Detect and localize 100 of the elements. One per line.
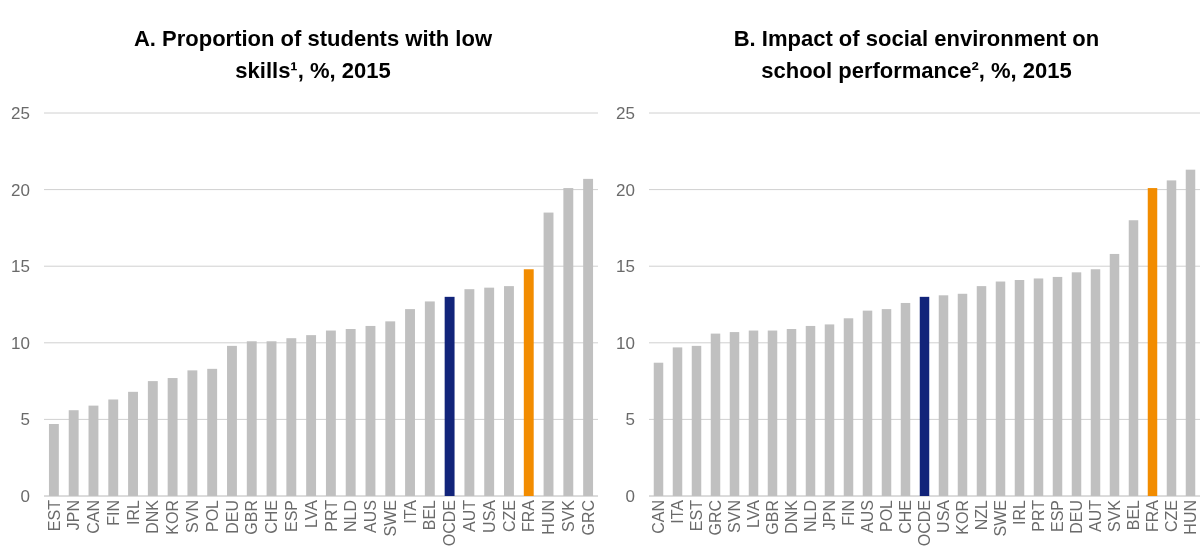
x-tick-label: DNK (783, 499, 801, 534)
bar (88, 405, 99, 496)
x-tick-label: FRA (1144, 499, 1162, 532)
x-tick-label: SVK (559, 499, 577, 533)
bar (1014, 279, 1025, 496)
bar (881, 309, 892, 496)
bar (748, 330, 759, 496)
bar (843, 318, 854, 496)
x-tick-label: FIN (104, 500, 122, 526)
x-tick-label: USA (935, 499, 953, 533)
bar (345, 329, 356, 496)
x-tick-label: NZL (973, 499, 991, 531)
bar (710, 333, 721, 496)
x-tick-label: NLD (342, 500, 360, 533)
y-tick-label: 20 (11, 180, 30, 200)
bar (108, 399, 119, 496)
y-tick-label: 25 (11, 103, 30, 123)
x-tick-label: POL (203, 499, 221, 533)
bar (672, 347, 683, 496)
y-tick-label: 0 (625, 486, 635, 506)
bar (938, 295, 949, 496)
x-tick-label: JPN (65, 500, 83, 531)
x-tick-label: CAN (650, 500, 668, 534)
bar (805, 325, 816, 496)
bar (385, 321, 396, 496)
bar (187, 370, 198, 496)
x-tick-label: CZE (1163, 500, 1181, 532)
x-tick-label: SVK (1106, 499, 1124, 533)
bar (365, 325, 376, 496)
x-tick-label: CHE (263, 500, 281, 534)
x-tick-label: AUT (460, 499, 478, 532)
x-tick-label: GBR (764, 500, 782, 535)
x-tick-label: OCDE (916, 500, 934, 547)
x-tick-label: CAN (85, 500, 103, 534)
x-tick-label: GRC (579, 500, 597, 536)
x-tick-label: SVN (726, 500, 744, 533)
x-tick-label: NLD (802, 500, 820, 533)
x-tick-label: FIN (840, 500, 858, 526)
x-tick-label: IRL (1011, 499, 1029, 525)
bar (1071, 272, 1082, 496)
bar (147, 381, 158, 496)
y-tick-label: 20 (616, 180, 635, 200)
y-tick-label: 15 (616, 257, 635, 277)
bar (68, 410, 79, 496)
x-tick-label: GBR (243, 500, 261, 535)
x-tick-label: SWE (992, 500, 1010, 537)
bar (824, 324, 835, 496)
x-tick-label: DEU (223, 500, 241, 534)
x-tick-label: PRT (322, 499, 340, 532)
x-tick-label: ESP (282, 500, 300, 533)
x-tick-label: FRA (520, 499, 538, 532)
x-tick-label: OCDE (441, 500, 459, 547)
x-tick-label: CZE (500, 500, 518, 532)
bar (167, 378, 178, 496)
bar (48, 424, 59, 496)
y-tick-label: 15 (11, 257, 30, 277)
bar (266, 341, 277, 496)
x-tick-label: KOR (164, 500, 182, 535)
x-tick-label: DNK (144, 499, 162, 534)
bar (325, 330, 336, 496)
bar (1166, 180, 1177, 496)
x-tick-label: POL (878, 499, 896, 533)
x-tick-label: CHE (897, 500, 915, 534)
bar (523, 269, 534, 496)
bar (207, 368, 218, 496)
x-tick-label: BEL (1125, 499, 1143, 531)
x-tick-label: USA (480, 499, 498, 533)
x-tick-label: IRL (124, 499, 142, 525)
x-tick-label: AUS (859, 500, 877, 533)
x-tick-label: ESP (1049, 500, 1067, 533)
bar (128, 391, 138, 496)
x-tick-label: AUS (362, 500, 380, 533)
bar (1052, 276, 1063, 496)
y-tick-label: 10 (11, 333, 30, 353)
bar (286, 338, 297, 496)
y-tick-label: 5 (20, 410, 30, 430)
bar (1109, 253, 1120, 496)
y-tick-label: 25 (616, 103, 635, 123)
x-tick-label: BEL (421, 499, 439, 531)
chart-title: A. Proportion of students with low skills¹, %, 2015 (133, 26, 493, 83)
x-tick-label: KOR (954, 500, 972, 535)
x-tick-label: LVA (745, 499, 763, 528)
bar (246, 341, 257, 496)
bar (563, 188, 574, 496)
bar (653, 362, 664, 496)
x-tick-label: SWE (381, 500, 399, 537)
bar (1185, 169, 1196, 496)
chart-title: B. Impact of social environment on school performance², %, 2015 (733, 26, 1100, 83)
bar (691, 345, 702, 496)
x-tick-label: PRT (1030, 499, 1048, 532)
bar (1128, 220, 1139, 496)
y-tick-label: 5 (625, 410, 635, 430)
y-tick-label: 0 (20, 486, 30, 506)
bar (1033, 278, 1044, 496)
x-tick-label: HUN (1182, 500, 1200, 535)
bar (464, 289, 475, 496)
bar (444, 296, 455, 496)
bar (543, 212, 554, 496)
bar (957, 293, 968, 496)
x-tick-label: HUN (540, 500, 558, 535)
